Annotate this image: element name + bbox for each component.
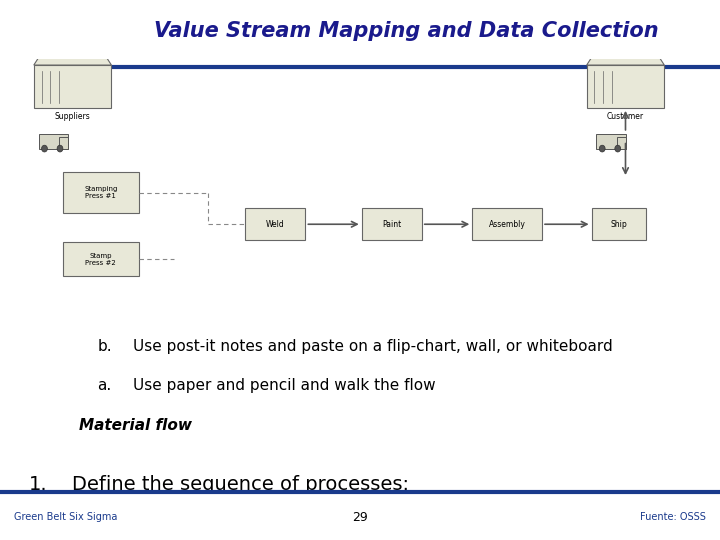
Text: Use paper and pencil and walk the flow: Use paper and pencil and walk the flow [133,379,436,394]
Text: Ship: Ship [611,220,627,229]
Circle shape [57,145,63,152]
Bar [246,208,305,240]
Text: Stamping
Press #1: Stamping Press #1 [84,186,117,199]
Circle shape [615,145,621,152]
Text: Weld: Weld [266,220,284,229]
Bar [34,65,112,108]
Text: Assembly: Assembly [489,220,526,229]
Text: 29: 29 [352,511,368,524]
Bar [59,137,68,148]
Text: Fuente: OSSS: Fuente: OSSS [640,512,706,522]
Bar [587,65,665,108]
Bar [472,208,542,240]
Text: Define the sequence of processes:: Define the sequence of processes: [72,475,409,494]
Text: Customer: Customer [607,112,644,122]
Text: b.: b. [97,339,112,354]
Text: de Monterrey: de Monterrey [54,33,101,39]
Bar [596,134,626,148]
Text: Material flow: Material flow [79,418,192,433]
Text: Paint: Paint [382,220,401,229]
Text: 1.: 1. [29,475,48,494]
Text: Suppliers: Suppliers [55,112,91,122]
Bar [63,242,138,276]
Circle shape [599,145,605,152]
Text: Use post-it notes and paste on a flip-chart, wall, or whiteboard: Use post-it notes and paste on a flip-ch… [133,339,613,354]
Text: Green Belt Six Sigma: Green Belt Six Sigma [14,512,118,522]
Polygon shape [34,56,112,65]
Polygon shape [587,56,665,65]
Bar [592,208,646,240]
Bar [617,137,626,148]
Text: Stamp
Press #2: Stamp Press #2 [86,253,116,266]
Bar [361,208,422,240]
Bar [63,172,138,213]
Circle shape [42,145,48,152]
Text: a.: a. [97,379,112,394]
Bar [39,134,68,148]
Text: Value Stream Mapping and Data Collection: Value Stream Mapping and Data Collection [155,21,659,40]
Text: Tecnológico: Tecnológico [54,16,106,25]
